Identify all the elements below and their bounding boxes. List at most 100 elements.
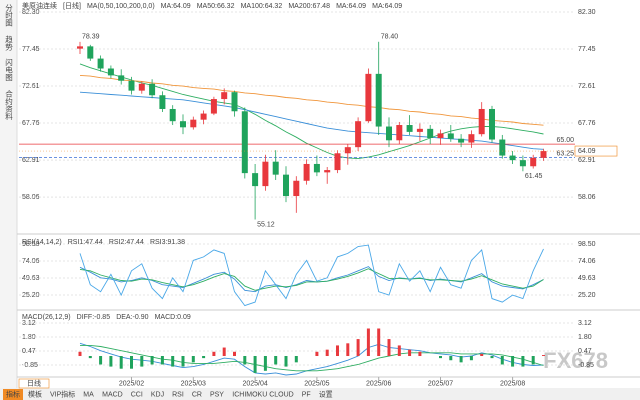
sidebar-tab[interactable]: 分时图 <box>4 4 13 28</box>
y-tick-label-left: 98.50 <box>22 241 40 248</box>
y-tick-label-left: -0.85 <box>22 362 38 369</box>
watermark: FX678 <box>543 348 608 373</box>
macd-bar <box>377 328 381 357</box>
candle-body <box>200 113 207 120</box>
series-line <box>79 63 544 160</box>
toolbar-item[interactable]: CCI <box>131 391 143 398</box>
y-tick-label-left: 25.20 <box>22 292 40 299</box>
toolbar-active <box>3 389 23 400</box>
x-tick-label: 2025/04 <box>242 380 267 387</box>
macd-bar <box>284 356 288 367</box>
macd-bar <box>521 356 525 367</box>
candle-body <box>489 108 495 140</box>
sidebar-tab[interactable]: 闪电图 <box>4 58 13 82</box>
x-tick-label: 2025/08 <box>500 380 525 387</box>
candle-body <box>272 161 279 175</box>
macd-bar <box>202 356 206 359</box>
y-tick-label-left: 74.06 <box>22 258 40 265</box>
macd-bar <box>171 356 175 367</box>
macd-bar <box>469 356 473 361</box>
toolbar-item[interactable]: RSI <box>172 391 184 398</box>
candle-body <box>180 121 186 128</box>
macd-bar <box>418 351 422 357</box>
toolbar-item[interactable]: MACD <box>102 391 123 398</box>
macd-bar <box>150 356 154 365</box>
macd-bar <box>397 345 401 357</box>
y-tick-label: 0.47 <box>578 348 592 355</box>
candle-body <box>334 153 341 171</box>
y-tick-label: 72.61 <box>578 83 596 90</box>
candle-body <box>540 151 547 158</box>
toolbar-item[interactable]: ICHIMOKU CLOUD <box>232 391 293 398</box>
macd-bar <box>294 356 298 363</box>
toolbar-item[interactable]: CR <box>192 391 202 398</box>
legend-entry: DEA:-0.90 <box>116 314 148 321</box>
macd-bar <box>160 356 164 365</box>
candle-body <box>283 174 289 197</box>
toolbar-item[interactable]: 模板 <box>28 389 42 398</box>
candle-body <box>149 83 156 96</box>
macd-bar <box>531 356 535 365</box>
macd-bar <box>356 339 360 357</box>
series-line <box>79 342 544 376</box>
period-button-bg[interactable] <box>18 378 50 389</box>
legend-entry: RSI2:47.44 <box>109 239 144 246</box>
y-tick-label: 82.30 <box>578 9 596 16</box>
macd-bar <box>480 353 484 357</box>
toolbar-item[interactable]: VIP指标 <box>50 389 75 398</box>
macd-bar <box>459 356 463 363</box>
toolbar-item[interactable]: KDJ <box>151 391 164 398</box>
last-price-box <box>574 145 618 157</box>
sidebar-tab[interactable]: 合约资料 <box>4 89 13 122</box>
macd-bar <box>263 356 267 371</box>
candle-body <box>252 173 259 187</box>
toolbar-item[interactable]: PSY <box>210 391 224 398</box>
legend-entry: MA200:67.48 <box>288 3 330 10</box>
y-tick-label-left: 72.61 <box>22 83 40 90</box>
extreme-label: 78.40 <box>381 34 399 41</box>
legend-entry: MA50:66.32 <box>197 3 235 10</box>
series-line <box>79 268 544 291</box>
legend-entry: RSI3:91.38 <box>150 239 185 246</box>
y-tick-label: 3.12 <box>578 320 592 327</box>
candle-body <box>519 160 526 167</box>
extreme-label: 61.45 <box>525 173 543 180</box>
candle-body <box>190 119 197 128</box>
macd-bar <box>243 356 247 365</box>
x-tick-label: 2025/07 <box>428 380 453 387</box>
candle-body <box>128 80 135 91</box>
y-tick-label-left: 62.91 <box>22 157 40 164</box>
candle-body <box>344 147 351 154</box>
candle-body <box>210 99 217 114</box>
candle-body <box>324 170 331 173</box>
toolbar-item[interactable]: 设置 <box>319 389 333 398</box>
macd-bar <box>191 356 195 363</box>
sidebar-tab[interactable]: 趋势 <box>4 34 13 52</box>
price-level-label: 65.00 <box>556 137 574 144</box>
candle-body <box>447 133 454 139</box>
toolbar-item[interactable]: 指标 <box>6 389 20 398</box>
candle-body <box>365 73 372 122</box>
series-line <box>79 91 544 150</box>
extreme-label: 78.39 <box>82 34 100 41</box>
x-tick-label: 2025/03 <box>181 380 206 387</box>
toolbar-item[interactable]: MA <box>83 391 94 398</box>
macd-bar <box>387 339 391 357</box>
macd-bar <box>181 356 185 367</box>
last-price-label: 64.09 <box>578 148 596 155</box>
candle-body <box>396 125 403 141</box>
candle-body <box>406 125 413 132</box>
macd-bar <box>315 351 319 357</box>
legend-entry: DIFF:-0.85 <box>77 314 111 321</box>
sidebar <box>0 0 17 400</box>
candle-body <box>138 83 145 91</box>
period-button[interactable]: 日线 <box>27 379 41 388</box>
legend-entry: MA100:64.32 <box>241 3 283 10</box>
y-tick-label-left: 77.45 <box>22 46 40 53</box>
y-tick-label: 77.45 <box>578 46 596 53</box>
macd-bar <box>109 356 113 367</box>
toolbar-item[interactable]: PF <box>302 391 311 398</box>
legend-entry: [日线] <box>63 1 81 10</box>
legend-entry: MA:64.09 <box>372 3 402 10</box>
